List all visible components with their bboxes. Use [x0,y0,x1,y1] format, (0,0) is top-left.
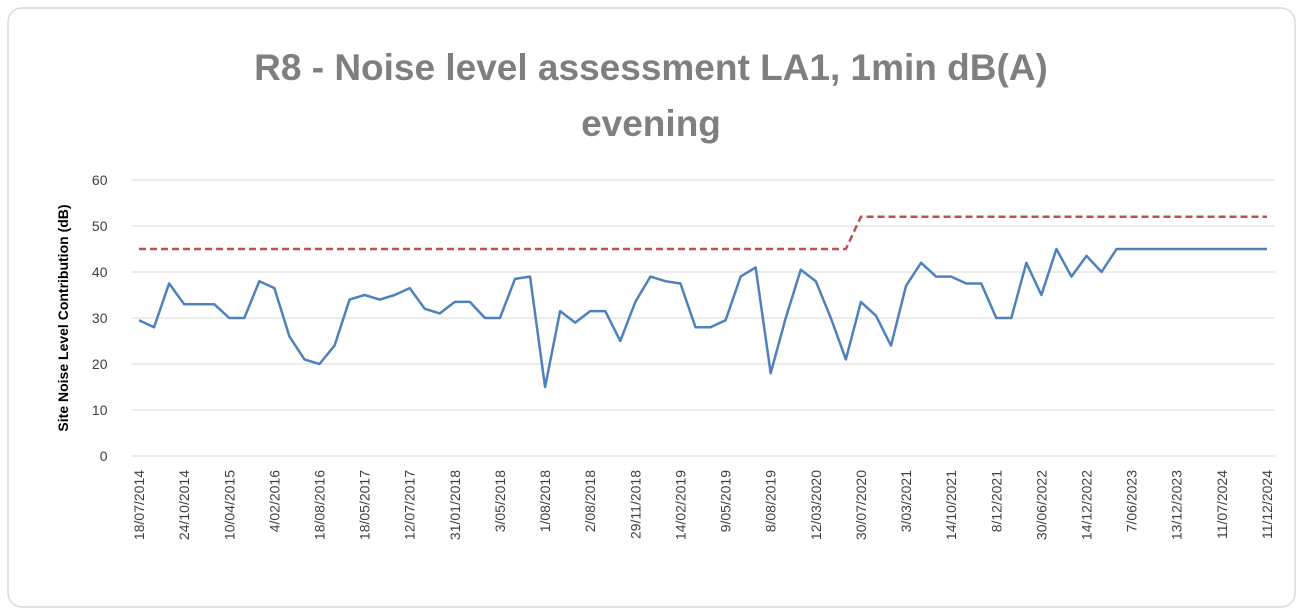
chart-title: R8 - Noise level assessment LA1, 1min dB… [254,47,1048,144]
chart-border [7,7,1296,608]
x-tick-label: 24/10/2014 [176,470,192,540]
x-tick-label: 3/05/2018 [492,470,508,532]
x-tick-label: 8/08/2019 [763,470,779,532]
x-tick-label: 13/12/2023 [1169,470,1185,540]
y-tick-label: 10 [92,402,108,418]
data-line [139,215,1267,251]
data-line [138,247,1267,389]
x-tick-label: 18/05/2017 [357,470,373,540]
x-tick-label: 31/01/2018 [447,470,463,540]
x-tick-label: 11/12/2024 [1259,470,1275,539]
x-tick-label: 9/05/2019 [718,470,734,532]
x-tick-label: 8/12/2021 [988,470,1004,532]
x-tick-label: 7/06/2023 [1124,470,1140,532]
x-tick-label: 1/08/2018 [537,470,553,532]
y-axis-label: Site Noise Level Contribution (dB) [55,204,71,431]
x-tick-label: 18/08/2016 [311,470,327,540]
y-tick-label: 30 [92,310,108,326]
x-tick-label: 4/02/2016 [266,470,282,532]
x-tick-label: 10/04/2015 [221,470,237,540]
x-tick-label: 12/07/2017 [402,470,418,540]
y-tick-label: 20 [92,356,108,372]
y-tick-label: 50 [92,218,108,234]
x-tick-label: 14/12/2022 [1079,470,1095,540]
x-tick-label: 18/07/2014 [131,470,147,540]
x-tick-label: 30/06/2022 [1033,470,1049,540]
y-tick-label: 60 [92,172,108,188]
y-tick-label: 0 [100,448,108,464]
x-tick-label: 30/07/2020 [853,470,869,540]
x-tick-label: 12/03/2020 [808,470,824,540]
x-tick-label: 14/02/2019 [672,470,688,540]
x-tick-label: 3/03/2021 [898,470,914,532]
x-tick-label: 11/07/2024 [1214,470,1230,539]
y-tick-label: 40 [92,264,108,280]
x-tick-label: 14/10/2021 [943,470,959,540]
x-tick-label: 2/08/2018 [582,470,598,532]
x-tick-label: 29/11/2018 [627,470,643,539]
